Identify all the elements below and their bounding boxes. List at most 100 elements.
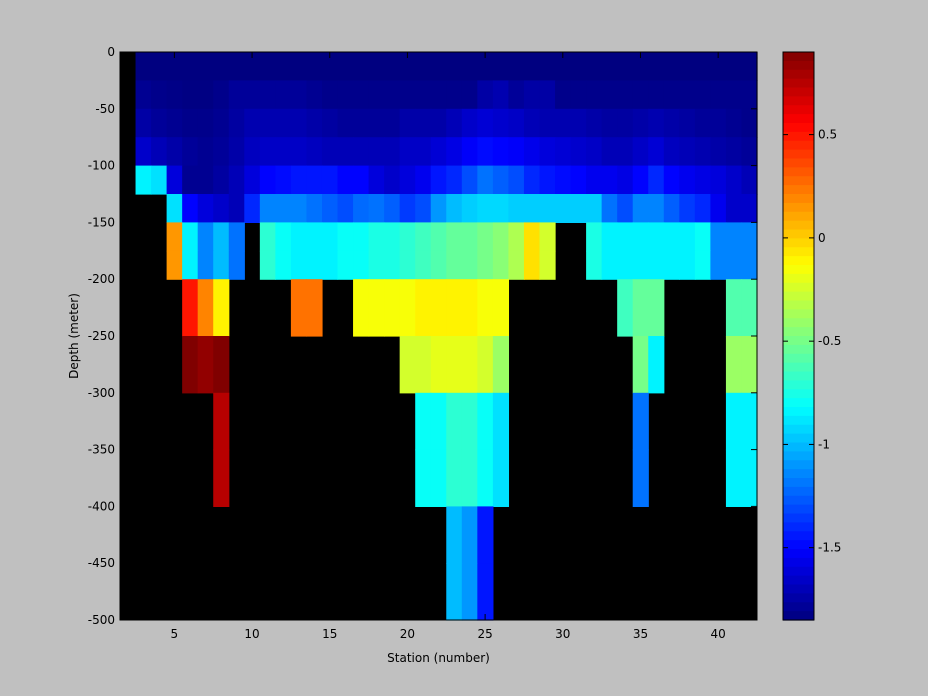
heatmap-cell [166,165,183,195]
x-tick-label: 10 [244,627,259,641]
heatmap-cell [461,108,478,138]
heatmap-cell [151,165,168,195]
heatmap-cell [384,57,401,81]
heatmap-cell [399,250,416,280]
heatmap-cell [523,80,541,110]
heatmap-cell [368,222,385,252]
heatmap-cell [539,52,556,59]
heatmap-cell [617,80,634,110]
heatmap-cell [570,108,587,138]
heatmap-cell [461,222,478,252]
heatmap-cell [741,279,758,337]
heatmap-cell [368,52,385,59]
heatmap-cell [601,194,618,223]
heatmap-cell [151,52,168,59]
heatmap-cell [306,108,323,138]
heatmap-cell [306,137,323,167]
heatmap-cell [446,194,463,223]
heatmap-cell [694,194,711,223]
heatmap-cell [306,250,323,280]
heatmap-cell [337,222,354,252]
heatmap-cell [275,137,292,167]
heatmap-cell [290,165,308,195]
heatmap-cell [710,250,727,280]
heatmap-cell [415,108,432,138]
heatmap-cell [182,279,199,337]
y-tick-label: -300 [88,386,115,400]
heatmap-cell [523,250,541,280]
x-tick-label: 30 [555,627,570,641]
heatmap-cell [461,449,478,507]
colorbar-swatch [783,557,814,568]
heatmap-cell [166,137,183,167]
colorbar-swatch [783,176,814,186]
heatmap-cell [694,108,711,138]
heatmap-cell [461,57,478,81]
heatmap-cell [617,108,634,138]
heatmap-cell [321,108,339,138]
heatmap-cell [492,80,510,110]
heatmap-cell [384,165,401,195]
y-tick-label: -100 [88,159,115,173]
heatmap-cell [213,137,230,167]
heatmap-cell [197,194,214,223]
heatmap-cell [368,57,385,81]
heatmap-cell [461,279,478,337]
colorbar-swatch [783,238,814,248]
heatmap-cell [741,194,758,223]
heatmap-cell [663,137,680,167]
heatmap-cell [461,137,478,167]
heatmap-cell [368,165,385,195]
heatmap-cell [321,80,339,110]
heatmap-cell [492,165,510,195]
heatmap-cell [617,52,634,59]
colorbar-swatch [783,566,814,577]
heatmap-cell [384,279,401,337]
heatmap-cell [461,194,478,223]
heatmap-cell [197,279,214,337]
colorbar-swatch [783,265,814,275]
colorbar-swatch [783,69,814,80]
heatmap-cell [353,222,370,252]
heatmap-cell [259,108,276,138]
heatmap-cell [244,57,261,81]
heatmap-cell [725,80,743,110]
heatmap-cell [477,194,494,223]
heatmap-cell [601,137,618,167]
colorbar-swatch [783,415,814,426]
heatmap-cell [244,137,261,167]
heatmap-cell [725,279,743,337]
heatmap-cell [586,222,603,252]
heatmap-cell [601,80,618,110]
heatmap-cell [166,57,183,81]
heatmap-cell [555,80,572,110]
heatmap-cell [446,392,463,451]
colorbar-swatch [783,389,814,399]
heatmap-cell [725,250,743,280]
heatmap-cell [492,279,510,337]
heatmap-cell [555,108,572,138]
colorbar [782,51,815,621]
heatmap-cell [415,449,432,507]
heatmap-cell [182,57,199,81]
colorbar-swatch [783,247,814,257]
heatmap-cell [399,80,416,110]
heatmap-cell [415,250,432,280]
colorbar-swatch [783,300,814,310]
heatmap-cell [259,137,276,167]
heatmap-cell [477,563,494,621]
colorbar-swatch [783,433,814,444]
heatmap-cell [259,222,276,252]
heatmap-cell [632,137,649,167]
heatmap-cell [275,194,292,223]
heatmap-cell [586,194,603,223]
heatmap-cell [399,222,416,252]
heatmap-cell [384,137,401,167]
colorbar-swatch [783,495,814,506]
heatmap-cell [415,279,432,337]
heatmap-cell [213,222,230,252]
x-tick-label: 5 [171,627,179,641]
heatmap-cell [275,222,292,252]
colorbar-swatch [783,531,814,541]
heatmap-cell [586,57,603,81]
